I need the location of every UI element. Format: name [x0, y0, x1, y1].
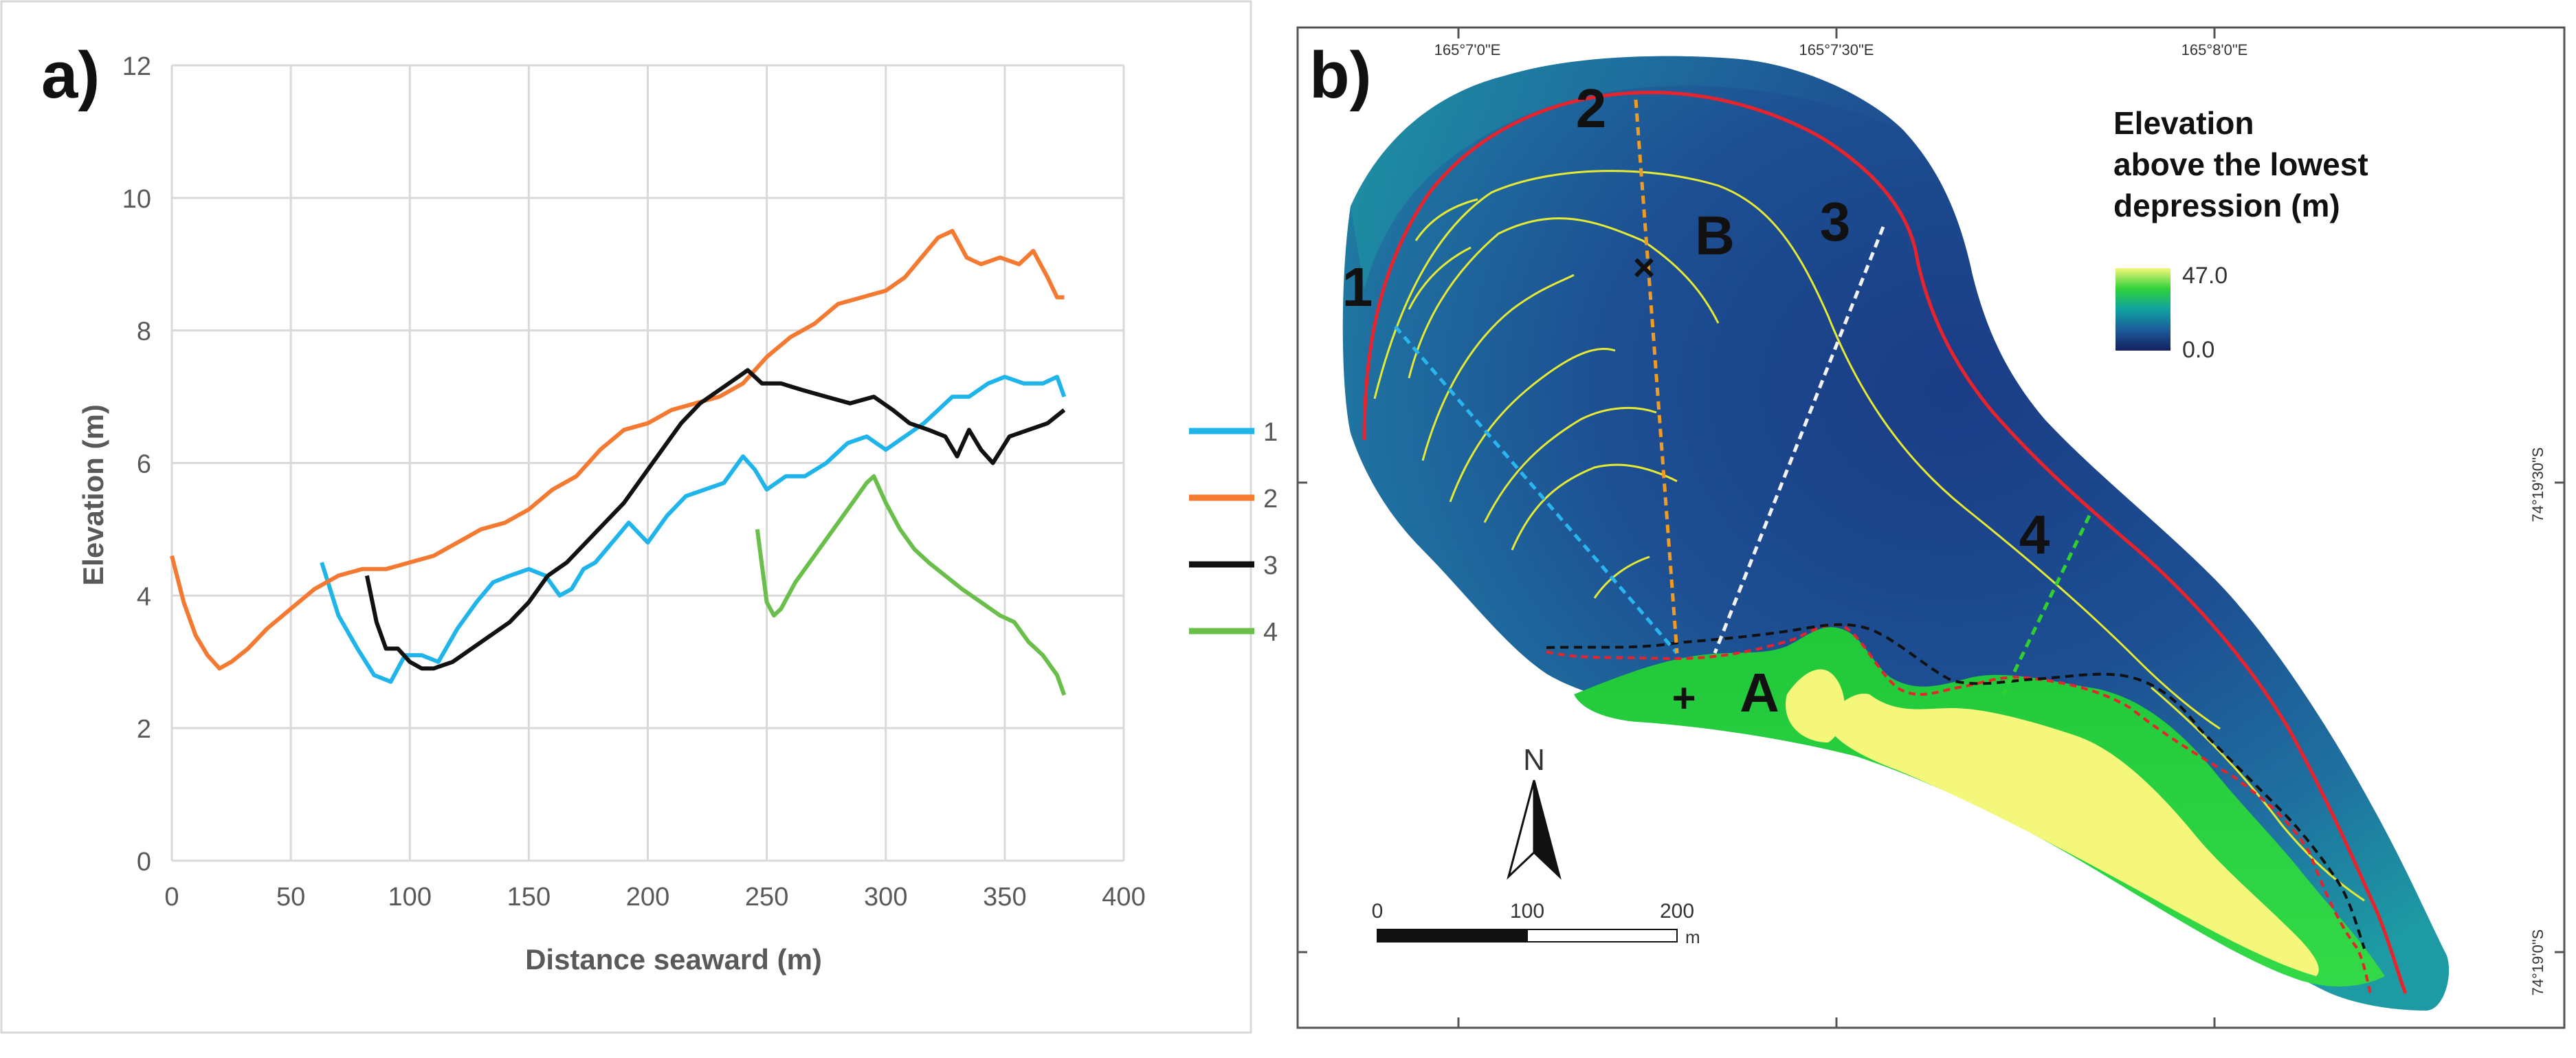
chart-gridlines: [170, 64, 1125, 862]
x-tick-label: 50: [276, 883, 305, 912]
panel-b-elevation-map: b) 165°7'0"E 165°7'30"E 165°8'0"E 74°19'…: [1296, 26, 2566, 1029]
legend-label-3: 3: [1263, 551, 1278, 580]
north-arrow: N: [1507, 743, 1562, 880]
scale-label-100: 100: [1510, 900, 1544, 923]
map-frame-ticks: [1298, 27, 2564, 1028]
colorbar-title-line-2: above the lowest: [2113, 146, 2368, 182]
escarpment-line-red: [1362, 90, 2408, 994]
chart-legend: 1 2 3 4: [1189, 418, 1278, 647]
coord-label-top-3: 165°8'0"E: [2181, 41, 2248, 58]
y-axis-title: Elevation (m): [77, 404, 109, 586]
depression-outline-red-dashed: [1546, 623, 2373, 998]
legend-label-4: 4: [1263, 618, 1278, 647]
panel-a-frame: [0, 0, 1252, 1034]
y-tick-label: 10: [122, 185, 151, 214]
x-tick-label: 100: [388, 883, 432, 912]
x-tick-label: 400: [1102, 883, 1145, 912]
colorbar-title-line-1: Elevation: [2113, 105, 2254, 141]
y-axis-tick-labels: 0 2 4 6 8 10 12: [122, 52, 151, 877]
x-axis-title: Distance seaward (m): [525, 943, 822, 976]
island-north-rim: [1351, 56, 1904, 289]
feature-label-b: B: [1695, 205, 1735, 266]
feature-label-a: A: [1740, 662, 1779, 723]
y-tick-label: 4: [137, 582, 151, 611]
panel-a-label: a): [41, 38, 100, 112]
transect-label-3: 3: [1820, 191, 1851, 252]
contour-lines: [1373, 170, 2365, 902]
coord-label-right-1: 74°19'30"S: [2529, 448, 2546, 522]
marker-x: ×: [1633, 245, 1656, 289]
colorbar-ramp: [2116, 268, 2170, 351]
transect-label-2: 2: [1576, 78, 1607, 139]
x-tick-label: 150: [507, 883, 551, 912]
y-tick-label: 12: [122, 52, 151, 81]
x-tick-label: 0: [164, 883, 179, 912]
transect-line-2: [1634, 99, 1679, 654]
north-arrow-label: N: [1523, 743, 1545, 777]
coord-label-top-2: 165°7'30"E: [1799, 41, 1874, 58]
southern-high-ground-yellow-2: [1786, 669, 1845, 742]
x-tick-label: 200: [626, 883, 669, 912]
scale-label-200: 200: [1660, 900, 1694, 923]
depression-outline-black-dashed: [1546, 623, 2366, 949]
scale-bar: 0 100 200 m: [1372, 900, 1700, 947]
marker-plus: +: [1672, 675, 1696, 721]
x-tick-label: 250: [745, 883, 788, 912]
transect-label-4: 4: [2019, 504, 2050, 565]
x-axis-tick-labels: 0 50 100 150 200 250 300 350 400: [164, 883, 1145, 912]
series-line-2: [170, 229, 1065, 671]
colorbar-title-line-3: depression (m): [2113, 188, 2340, 223]
colorbar-min-label: 0.0: [2182, 337, 2214, 363]
panel-b-label: b): [1309, 38, 1372, 112]
chart-series-lines: [170, 229, 1067, 696]
series-line-3: [364, 368, 1066, 671]
coord-label-right-2: 74°19'0"S: [2529, 929, 2546, 996]
series-line-4: [755, 474, 1067, 696]
y-tick-label: 0: [137, 848, 151, 877]
transect-line-1: [1394, 325, 1678, 654]
transect-line-4: [2001, 514, 2091, 696]
y-tick-label: 6: [137, 450, 151, 479]
southern-high-ground-yellow: [1827, 694, 2319, 976]
scale-label-0: 0: [1372, 900, 1384, 923]
legend-label-1: 1: [1263, 418, 1278, 447]
y-tick-label: 8: [137, 318, 151, 346]
legend-label-2: 2: [1263, 485, 1278, 514]
transect-line-3: [1713, 226, 1885, 654]
colorbar-max-label: 47.0: [2182, 263, 2228, 289]
x-tick-label: 300: [864, 883, 907, 912]
x-tick-label: 350: [983, 883, 1026, 912]
series-line-1: [320, 375, 1067, 684]
coord-label-top-1: 165°7'0"E: [1434, 41, 1501, 58]
transect-label-1: 1: [1342, 256, 1373, 318]
y-tick-label: 2: [137, 715, 151, 744]
scale-unit: m: [1685, 927, 1700, 947]
